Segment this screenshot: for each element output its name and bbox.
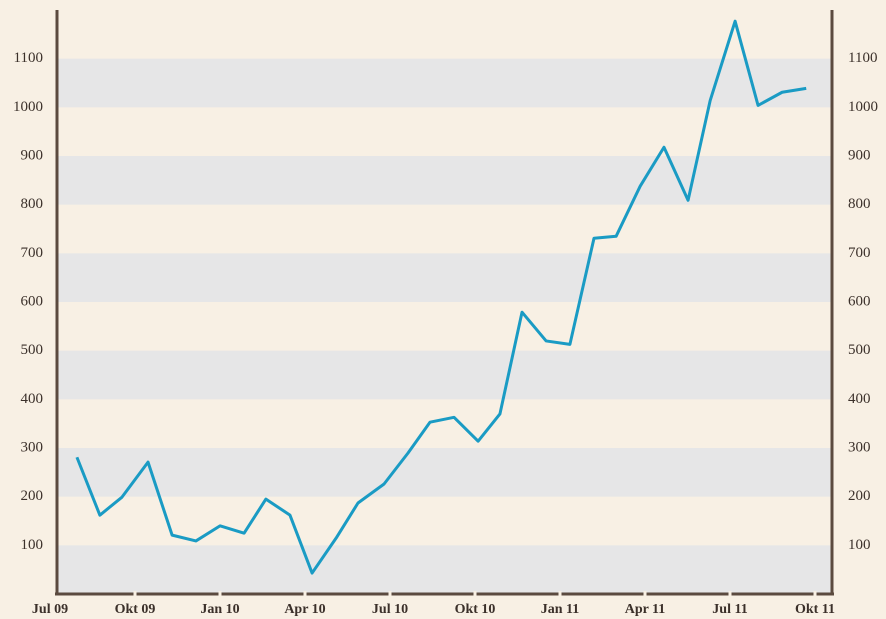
grid-band — [57, 351, 832, 400]
grid-band — [57, 156, 832, 205]
y-tick-label: 300 — [21, 439, 44, 455]
y-tick-label: 1000 — [13, 99, 43, 115]
x-tick-label: Jan 10 — [200, 602, 239, 617]
x-tick-label: Okt 10 — [455, 602, 496, 617]
y-tick-label: 700 — [21, 245, 44, 261]
x-tick-label: Okt 11 — [795, 602, 835, 617]
y-tick-label: 400 — [21, 391, 44, 407]
y-tick-label: 500 — [21, 342, 44, 358]
y2-tick-label: 1000 — [848, 99, 878, 115]
y-tick-label: 200 — [21, 488, 44, 504]
grid-band — [57, 448, 832, 497]
x-tick-label: Jan 11 — [541, 602, 580, 617]
y-tick-label: 100 — [21, 537, 44, 553]
x-tick-label: Jul 10 — [372, 602, 408, 617]
x-tick-label: Jul 11 — [712, 602, 747, 617]
x-tick-label: Apr 10 — [284, 602, 325, 617]
y2-tick-label: 900 — [848, 147, 871, 163]
y2-tick-label: 300 — [848, 439, 871, 455]
x-tick-label: Apr 11 — [625, 602, 666, 617]
y2-tick-label: 100 — [848, 537, 871, 553]
y2-tick-label: 700 — [848, 245, 871, 261]
grid-band — [57, 253, 832, 302]
y2-tick-label: 400 — [848, 391, 871, 407]
y2-tick-label: 200 — [848, 488, 871, 504]
y-tick-label: 900 — [21, 147, 44, 163]
x-tick-label: Okt 09 — [115, 602, 156, 617]
grid-band — [57, 545, 832, 594]
y2-tick-label: 1100 — [848, 50, 877, 66]
y2-tick-label: 600 — [848, 293, 871, 309]
y-tick-label: 1100 — [14, 50, 43, 66]
y2-tick-label: 800 — [848, 196, 871, 212]
y-tick-label: 600 — [21, 293, 44, 309]
x-tick-label: Jul 09 — [32, 602, 68, 617]
y2-tick-label: 500 — [848, 342, 871, 358]
y-tick-label: 800 — [21, 196, 44, 212]
chart: 100 200 300 400 500 600 700 800 900 1000 1100 100 20… — [0, 0, 886, 619]
